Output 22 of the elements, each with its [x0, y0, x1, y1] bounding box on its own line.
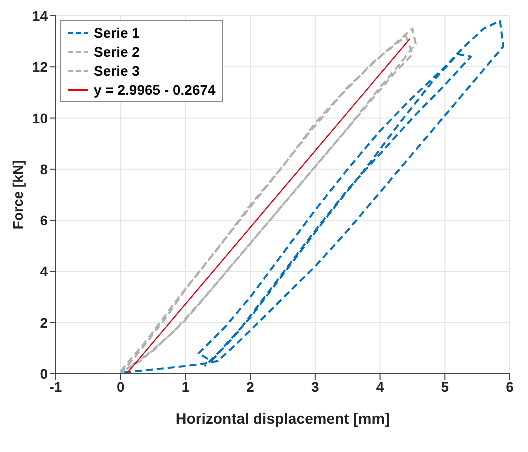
- legend-label: Serie 2: [94, 44, 140, 60]
- legend-label: Serie 1: [94, 24, 140, 40]
- y-tick-label: 12: [32, 59, 48, 76]
- x-axis-title: Horizontal displacement [mm]: [176, 411, 390, 428]
- y-tick-label: 10: [32, 110, 48, 126]
- y-tick-label: 4: [40, 264, 48, 280]
- x-tick-label: 4: [376, 378, 384, 395]
- x-tick-label: 6: [506, 378, 514, 395]
- y-tick-label: 2: [40, 314, 48, 331]
- x-tick-label: 5: [441, 378, 450, 395]
- y-tick-label: 14: [32, 8, 48, 24]
- x-tick-label: 0: [116, 378, 125, 395]
- x-tick-label: 2: [246, 378, 255, 395]
- y-tick-label: 8: [40, 161, 48, 178]
- x-tick-label: 1: [182, 378, 190, 395]
- y-tick-label: 6: [40, 212, 48, 229]
- x-tick-label: -1: [50, 378, 62, 395]
- y-tick-label: 0: [40, 366, 48, 382]
- legend-label: Serie 3: [94, 62, 140, 78]
- legend-label: y = 2.9965 - 0.2674: [94, 82, 216, 98]
- y-axis-title: Force [kN]: [10, 160, 26, 230]
- x-tick-label: 3: [312, 378, 320, 395]
